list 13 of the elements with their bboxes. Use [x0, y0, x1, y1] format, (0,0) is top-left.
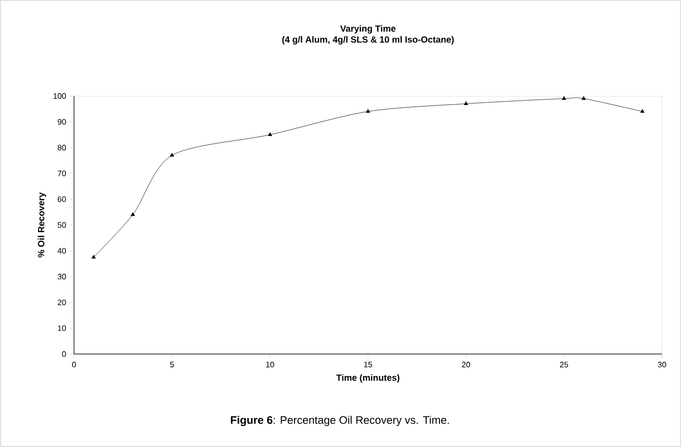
point: [170, 152, 174, 157]
point: [582, 96, 586, 100]
point: [464, 101, 468, 106]
text: Figure 6: Percentage Oil Recovery vs. Time.: [230, 416, 449, 426]
point: [562, 96, 566, 100]
point: [640, 109, 645, 113]
point: [268, 132, 272, 136]
point: [92, 254, 96, 259]
point: [130, 212, 135, 216]
y-axis-title: % Oil Recovery: [38, 192, 46, 258]
point: [366, 109, 370, 113]
x-axis-title: Time (minutes): [336, 374, 400, 383]
chart-title: Varying Time (4 g/l Alum, 4g/l SLS & 10 ml Iso-Octane): [282, 25, 454, 44]
